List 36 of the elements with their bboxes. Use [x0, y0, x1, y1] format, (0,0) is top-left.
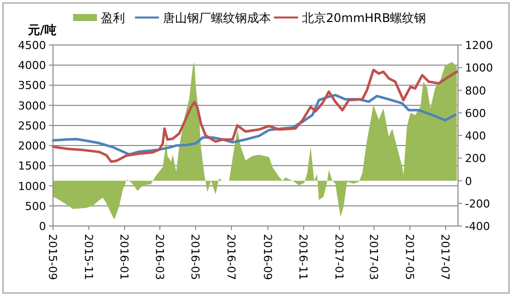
x-tick-label: 2015-09 [46, 234, 59, 280]
y2-tick-label: 200 [465, 152, 486, 166]
y-tick-label: 500 [25, 200, 46, 213]
x-tick-label: 2016-03 [152, 234, 166, 280]
legend-label: 北京20mmHRB螺纹钢 [302, 11, 426, 25]
legend-label: 盈利 [101, 11, 125, 25]
y-tick-label: 1000 [18, 180, 46, 193]
line-series [52, 68, 458, 163]
x-tick-label: 2015-11 [82, 234, 95, 280]
y2-tick-label: 1200 [465, 39, 493, 52]
y-tick-label: 1500 [18, 160, 46, 173]
y-tick-label: 4500 [18, 39, 46, 52]
y-tick-label: 0 [39, 220, 46, 233]
y-tick-label: 3000 [18, 99, 46, 112]
y-tick-label: 2500 [18, 119, 46, 132]
y2-tick-label: 600 [465, 106, 486, 120]
x-tick-label: 2016-05 [188, 234, 202, 280]
y2-tick-label: -400 [465, 220, 490, 233]
y2-tick-label: 0 [465, 174, 472, 188]
x-tick-label: 2016-07 [224, 234, 238, 280]
x-tick-label: 2016-09 [260, 234, 274, 280]
x-tick-label: 2017-07 [438, 234, 452, 280]
x-tick-label: 2017-03 [367, 234, 380, 280]
y-tick-label: 2000 [18, 140, 46, 153]
y2-tick-label: 400 [465, 130, 486, 142]
y-tick-label: 4000 [18, 59, 46, 72]
y-tick-label: 3500 [18, 79, 46, 92]
y2-tick-label: -200 [465, 197, 490, 210]
y2-tick-label: 1000 [465, 62, 493, 75]
y-axis-title: 元/吨 [27, 23, 56, 37]
x-tick-label: 2016-01 [118, 234, 131, 280]
x-tick-label: 2017-01 [332, 234, 346, 280]
legend-label: 唐山钢厂螺纹钢成本 [163, 11, 271, 25]
x-tick-label: 2017-05 [402, 234, 416, 280]
x-tick-label: 2016-11 [296, 234, 310, 280]
y2-tick-label: 800 [465, 84, 486, 98]
